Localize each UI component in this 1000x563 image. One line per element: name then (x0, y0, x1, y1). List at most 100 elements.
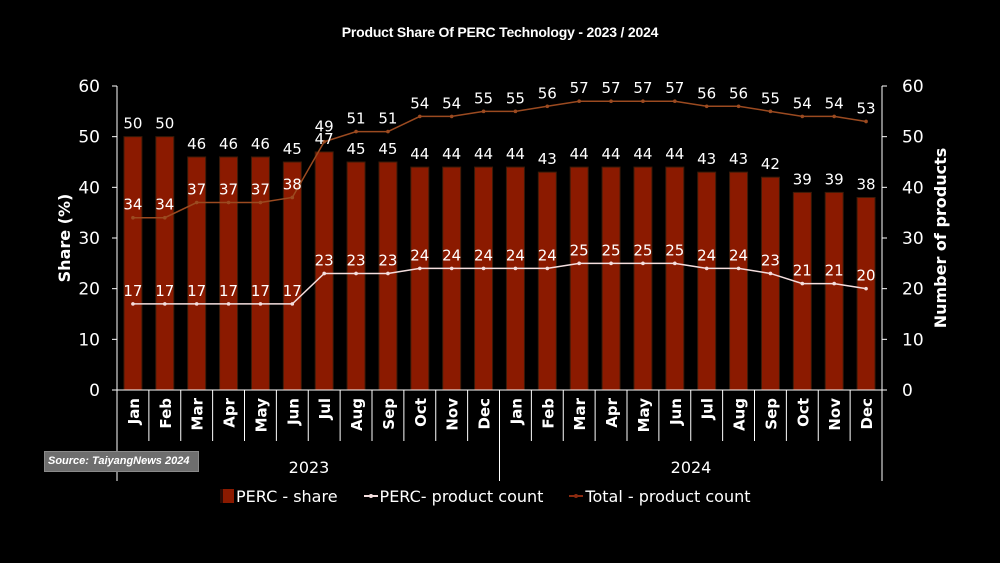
perc-count-label: 23 (315, 251, 334, 269)
total-count-label: 56 (697, 84, 716, 102)
left-tick-label: 30 (78, 229, 100, 249)
chart-title: Product Share Of PERC Technology - 2023 … (341, 24, 659, 40)
perc-count-label: 24 (729, 246, 748, 264)
month-label: Nov (826, 398, 844, 431)
year-label-2024: 2024 (671, 458, 712, 477)
perc-count-label: 23 (761, 251, 780, 269)
month-label: Feb (157, 398, 175, 429)
share-value-label: 44 (442, 145, 461, 163)
line-marker-icon (363, 494, 378, 498)
perc-count-label: 24 (538, 246, 557, 264)
perc-count-label: 24 (442, 246, 461, 264)
total-count-label: 51 (378, 110, 397, 128)
share-value-label: 44 (570, 145, 589, 163)
month-label: Nov (444, 398, 462, 431)
total-count-label: 51 (347, 110, 366, 128)
bar-22 (824, 191, 844, 391)
bar-19 (729, 171, 749, 391)
perc-count-label: 23 (347, 251, 366, 269)
bar-10 (442, 166, 462, 391)
bar-13 (537, 171, 557, 391)
perc-count-label: 17 (283, 282, 302, 300)
total-count-label: 56 (538, 84, 557, 102)
legend-item-total-count: Total - product count (569, 486, 751, 506)
total-count-label: 34 (123, 196, 142, 214)
total-count-label: 54 (410, 94, 429, 112)
bar-12 (505, 166, 525, 391)
share-value-label: 50 (155, 115, 174, 133)
bar-20 (760, 176, 780, 391)
total-count-label: 55 (761, 89, 780, 107)
share-value-label: 50 (123, 115, 142, 133)
perc-count-label: 24 (506, 246, 525, 264)
share-value-label: 43 (729, 150, 748, 168)
bar-21 (792, 191, 812, 391)
left-tick-label: 10 (78, 330, 100, 350)
share-value-label: 46 (251, 135, 270, 153)
bar-8 (378, 161, 398, 391)
perc-count-label: 24 (697, 246, 716, 264)
legend-label: Total - product count (585, 486, 751, 506)
perc-count-label: 17 (219, 282, 238, 300)
share-value-label: 43 (538, 150, 557, 168)
left-tick-label: 60 (78, 77, 100, 97)
total-count-label: 49 (315, 118, 334, 136)
share-value-label: 44 (665, 145, 684, 163)
data-labels: 50 50 46 46 46 45 47 45 45 44 44 44 44 43 44 44 44 44 43 43… (123, 79, 875, 300)
month-label: Sep (762, 398, 780, 430)
left-tick-label: 0 (89, 381, 100, 401)
perc-count-label: 24 (410, 246, 429, 264)
month-label: Feb (539, 398, 557, 429)
total-count-label: 34 (155, 196, 174, 214)
month-label: Jun (284, 398, 302, 426)
bar-swatch-icon (220, 489, 234, 503)
share-value-label: 46 (187, 135, 206, 153)
perc-share-bars (123, 136, 876, 391)
perc-count-label: 17 (251, 282, 270, 300)
month-label: Aug (731, 398, 749, 431)
share-value-label: 44 (633, 145, 652, 163)
share-value-label: 45 (347, 140, 366, 158)
month-label: Sep (380, 398, 398, 430)
perc-count-label: 24 (474, 246, 493, 264)
share-value-label: 44 (602, 145, 621, 163)
bar-0 (123, 136, 143, 391)
month-label: Jul (699, 398, 717, 420)
month-label: May (252, 398, 270, 433)
share-value-label: 38 (857, 175, 876, 193)
perc-count-label: 17 (155, 282, 174, 300)
legend: PERC - share PERC- product count Total -… (220, 485, 777, 507)
total-count-label: 57 (570, 79, 589, 97)
total-count-label: 37 (251, 181, 270, 199)
month-label: Jun (667, 398, 685, 426)
share-value-label: 45 (378, 140, 397, 158)
bar-17 (665, 166, 685, 391)
right-tick-label: 50 (902, 128, 924, 148)
total-count-label: 55 (474, 89, 493, 107)
perc-count-label: 20 (857, 267, 876, 285)
share-value-label: 44 (410, 145, 429, 163)
x-axis-labels: Jan Feb Mar Apr May Jun Jul Aug Sep Oct Nov Dec Jan F… (125, 397, 876, 432)
month-label: Dec (858, 398, 876, 430)
share-value-label: 45 (283, 140, 302, 158)
perc-count-label: 21 (793, 262, 812, 280)
share-value-label: 39 (793, 170, 812, 188)
month-label: Mar (189, 397, 207, 430)
share-value-label: 46 (219, 135, 238, 153)
right-axis-title: Number of products (931, 148, 950, 329)
total-count-label: 57 (665, 79, 684, 97)
bar-14 (569, 166, 589, 391)
bar-9 (410, 166, 430, 391)
total-count-label: 55 (506, 89, 525, 107)
right-tick-label: 20 (902, 280, 924, 300)
perc-count-label: 23 (378, 251, 397, 269)
total-count-label: 38 (283, 175, 302, 193)
legend-label: PERC - share (236, 486, 338, 506)
share-value-label: 47 (315, 130, 334, 148)
total-count-label: 57 (602, 79, 621, 97)
legend-item-perc-count: PERC- product count (363, 487, 543, 506)
right-tick-label: 10 (902, 330, 924, 350)
month-label: Oct (412, 398, 430, 427)
right-tick-label: 30 (902, 229, 924, 249)
